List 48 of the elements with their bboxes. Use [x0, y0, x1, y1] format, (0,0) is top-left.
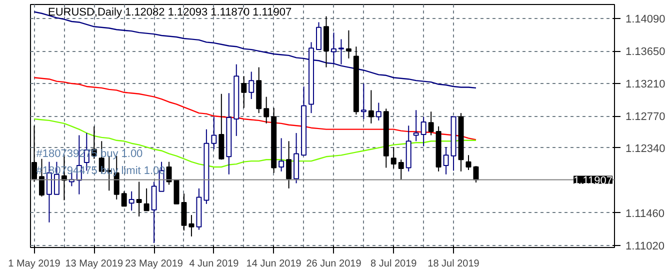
candlestick	[398, 159, 404, 180]
candlestick	[188, 214, 194, 237]
candlestick	[151, 181, 157, 244]
x-tick-label: 23 May 2019	[125, 258, 184, 270]
x-tick-label: 13 May 2019	[65, 258, 124, 270]
candlestick	[390, 146, 396, 169]
ref-line-label: 1.11907	[574, 174, 613, 187]
y-tick-label: 1.13650	[626, 46, 666, 58]
candlestick	[264, 96, 270, 124]
candlestick	[466, 154, 472, 170]
candlestick	[330, 32, 336, 65]
y-tick-label: 1.11460	[626, 208, 664, 220]
candlestick	[473, 166, 479, 184]
x-tick-label: 14 Jun 2019	[246, 258, 302, 270]
y-tick-label: 1.12770	[626, 111, 666, 124]
y-tick-label: 1.14090	[626, 14, 666, 26]
candlestick	[443, 146, 449, 175]
candlestick	[278, 138, 284, 172]
candlestick	[316, 22, 322, 50]
x-tick-label: 8 Jul 2019	[370, 258, 418, 270]
candlestick	[286, 140, 292, 189]
x-tick-label: 4 Jun 2019	[189, 258, 240, 270]
candlestick	[428, 111, 434, 136]
x-tick-label: 26 Jun 2019	[306, 258, 362, 270]
candlestick	[346, 30, 352, 59]
y-tick-label: 1.13210	[626, 78, 666, 91]
y-tick-label: 1.12340	[626, 142, 666, 155]
line-series	[34, 77, 477, 140]
x-tick-label: 18 Jul 2019	[428, 258, 480, 270]
candlestick	[360, 83, 366, 120]
chart-title: EURUSD,Daily 1.12082 1.12093 1.11870 1.11907	[48, 6, 292, 18]
candlestick	[241, 76, 247, 108]
candlestick	[181, 193, 187, 232]
candlestick	[338, 38, 344, 65]
candlestick	[420, 116, 426, 147]
x-tick-label: 1 May 2019	[8, 258, 61, 270]
candlestick	[413, 110, 419, 142]
candlestick	[144, 188, 150, 212]
candlestick	[166, 161, 172, 186]
candlestick	[248, 71, 254, 100]
candlestick	[376, 102, 382, 121]
candlestick	[128, 190, 134, 212]
y-tick-label: 1.11020	[626, 240, 664, 252]
candlestick	[368, 90, 374, 124]
candlestick	[211, 116, 217, 150]
candlestick	[121, 190, 127, 207]
candlestick	[174, 180, 180, 204]
candlestick	[136, 181, 142, 217]
